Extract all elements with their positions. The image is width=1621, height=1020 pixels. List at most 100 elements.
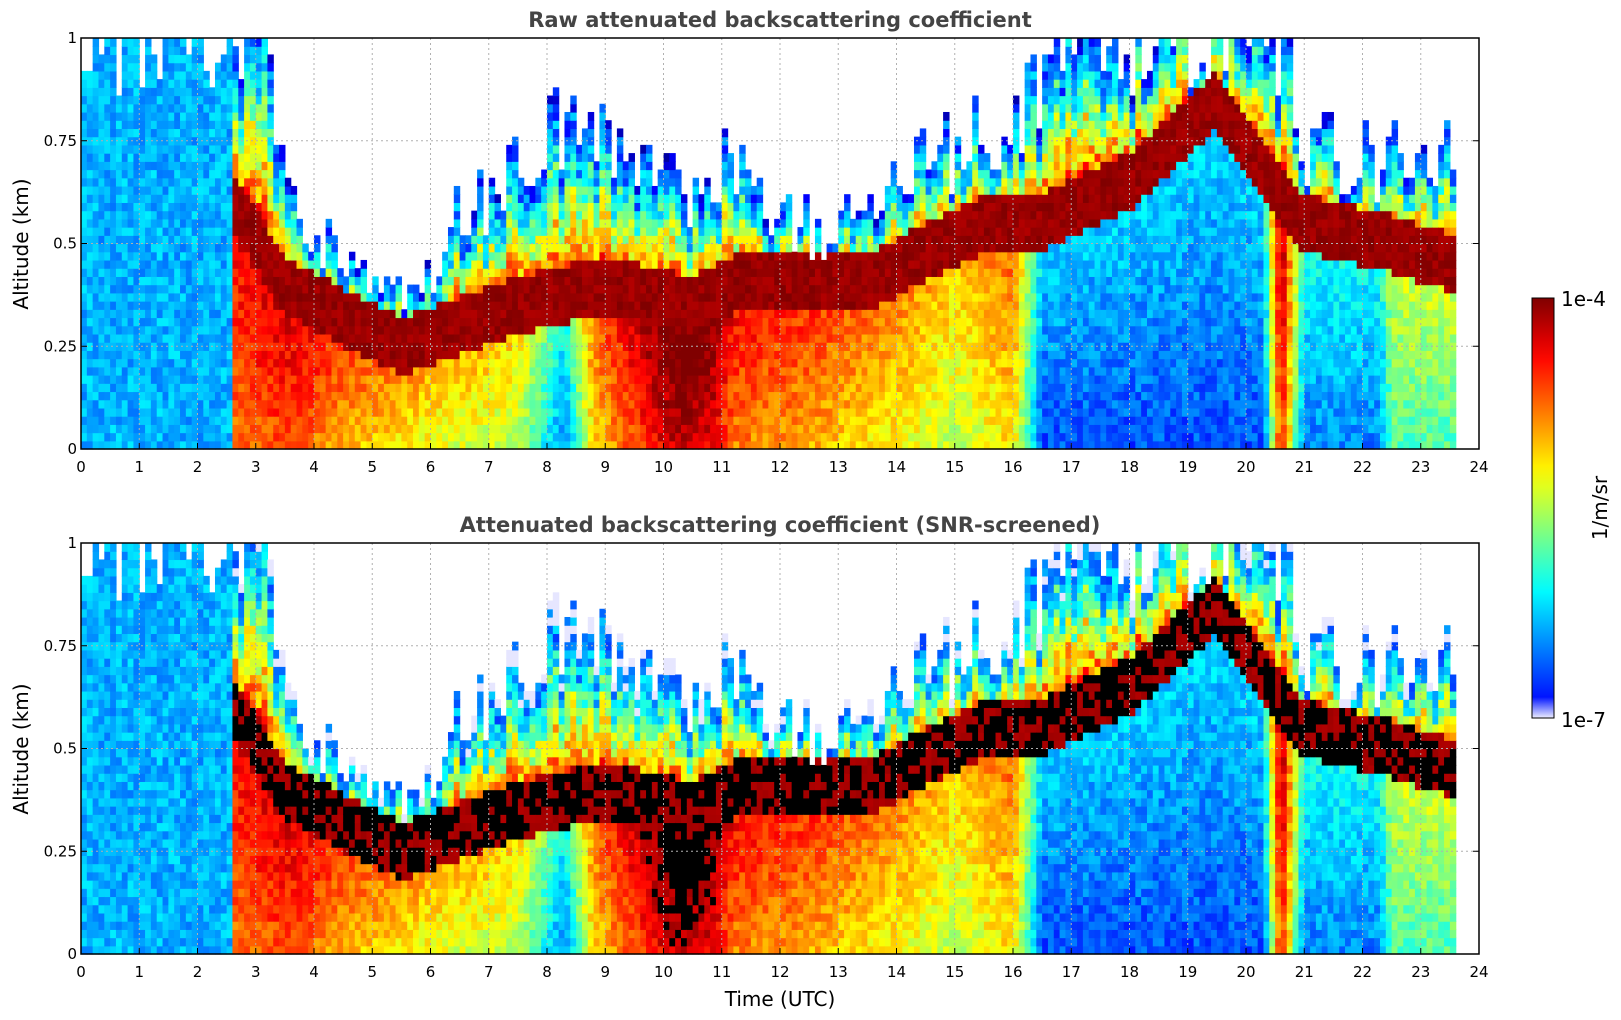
heatmap-cell [704, 375, 711, 384]
heatmap-cell [279, 161, 286, 171]
heatmap-cell [669, 259, 676, 269]
heatmap-cell [203, 309, 210, 319]
heatmap-cell [185, 70, 193, 80]
heatmap-cell [197, 144, 204, 154]
heatmap-cell [104, 391, 111, 401]
heatmap-cell [168, 144, 175, 154]
heatmap-cell [238, 202, 245, 212]
heatmap-cell [704, 325, 711, 335]
heatmap-cell [698, 202, 705, 212]
heatmap-cell [197, 46, 204, 56]
heatmap-cell [174, 268, 181, 277]
heatmap-cell [162, 399, 169, 409]
heatmap-cell [774, 358, 781, 368]
heatmap-cell [104, 128, 111, 138]
heatmap-cell [477, 391, 484, 401]
heatmap-cell [710, 407, 717, 417]
heatmap-cell [721, 375, 729, 384]
heatmap-cell [768, 292, 775, 302]
heatmap-cell [92, 46, 100, 56]
heatmap-cell [115, 210, 123, 220]
heatmap-cell [226, 128, 234, 138]
heatmap-cell [500, 333, 507, 343]
heatmap-cell [174, 87, 181, 97]
heatmap-cell [809, 309, 816, 319]
heatmap-cell [826, 375, 834, 384]
heatmap-cell [512, 276, 519, 286]
heatmap-cell [366, 375, 373, 384]
heatmap-cell [622, 424, 630, 434]
heatmap-cell [255, 317, 263, 327]
heatmap-cell [774, 350, 781, 360]
heatmap-cell [319, 358, 327, 368]
heatmap-cell [436, 391, 443, 401]
heatmap-cell [564, 120, 571, 130]
heatmap-cell [407, 407, 414, 417]
heatmap-cell [348, 391, 356, 401]
heatmap-cell [162, 177, 169, 187]
heatmap-cell [92, 185, 100, 195]
heatmap-cell [459, 399, 467, 409]
heatmap-cell [296, 333, 303, 343]
heatmap-cell [838, 317, 845, 327]
heatmap-cell [488, 416, 496, 425]
heatmap-cell [162, 95, 169, 105]
heatmap-cell [203, 399, 210, 409]
heatmap-cell [890, 407, 898, 417]
heatmap-cell [191, 383, 199, 393]
heatmap-cell [121, 424, 129, 434]
heatmap-cell [564, 333, 571, 343]
heatmap-column [383, 276, 391, 450]
heatmap-cell [733, 333, 740, 343]
heatmap-cell [121, 309, 129, 319]
heatmap-cell [884, 342, 892, 351]
heatmap-cell [185, 243, 193, 253]
heatmap-cell [92, 325, 100, 335]
heatmap-cell [418, 309, 426, 319]
heatmap-cell [314, 243, 321, 253]
heatmap-cell [133, 153, 140, 162]
heatmap-cell [220, 375, 228, 384]
heatmap-cell [605, 276, 612, 286]
heatmap-cell [849, 218, 857, 228]
heatmap-cell [459, 301, 467, 310]
heatmap-cell [896, 399, 903, 409]
heatmap-cell [646, 153, 653, 162]
heatmap-cell [302, 416, 309, 425]
heatmap-cell [413, 333, 420, 343]
heatmap-cell [698, 440, 705, 450]
heatmap-cell [785, 350, 793, 360]
heatmap-cell [92, 424, 100, 434]
heatmap-cell [628, 358, 635, 368]
heatmap-cell [680, 325, 688, 335]
heatmap-cell [308, 333, 315, 343]
heatmap-cell [226, 383, 234, 393]
heatmap-cell [849, 399, 857, 409]
heatmap-cell [197, 375, 204, 384]
heatmap-cell [244, 202, 251, 212]
heatmap-cell [628, 227, 635, 236]
heatmap-cell [180, 309, 187, 319]
heatmap-cell [523, 358, 531, 368]
heatmap-cell [174, 194, 181, 203]
heatmap-cell [267, 79, 274, 88]
heatmap-cell [162, 210, 169, 220]
heatmap-cell [110, 424, 117, 434]
heatmap-cell [890, 161, 898, 171]
heatmap-cell [587, 227, 595, 236]
heatmap-cell [616, 440, 624, 450]
heatmap-cell [733, 218, 740, 228]
heatmap-cell [401, 416, 408, 425]
heatmap-cell [855, 366, 863, 376]
heatmap-cell [238, 251, 245, 261]
heatmap-cell [506, 169, 513, 179]
heatmap-cell [570, 391, 577, 401]
heatmap-cell [209, 87, 216, 97]
heatmap-cell [651, 342, 659, 351]
heatmap-cell [669, 358, 676, 368]
heatmap-cell [354, 407, 362, 417]
heatmap-column [319, 268, 327, 450]
heatmap-cell [104, 424, 111, 434]
heatmap-cell [442, 375, 449, 384]
heatmap-cell [593, 218, 601, 228]
